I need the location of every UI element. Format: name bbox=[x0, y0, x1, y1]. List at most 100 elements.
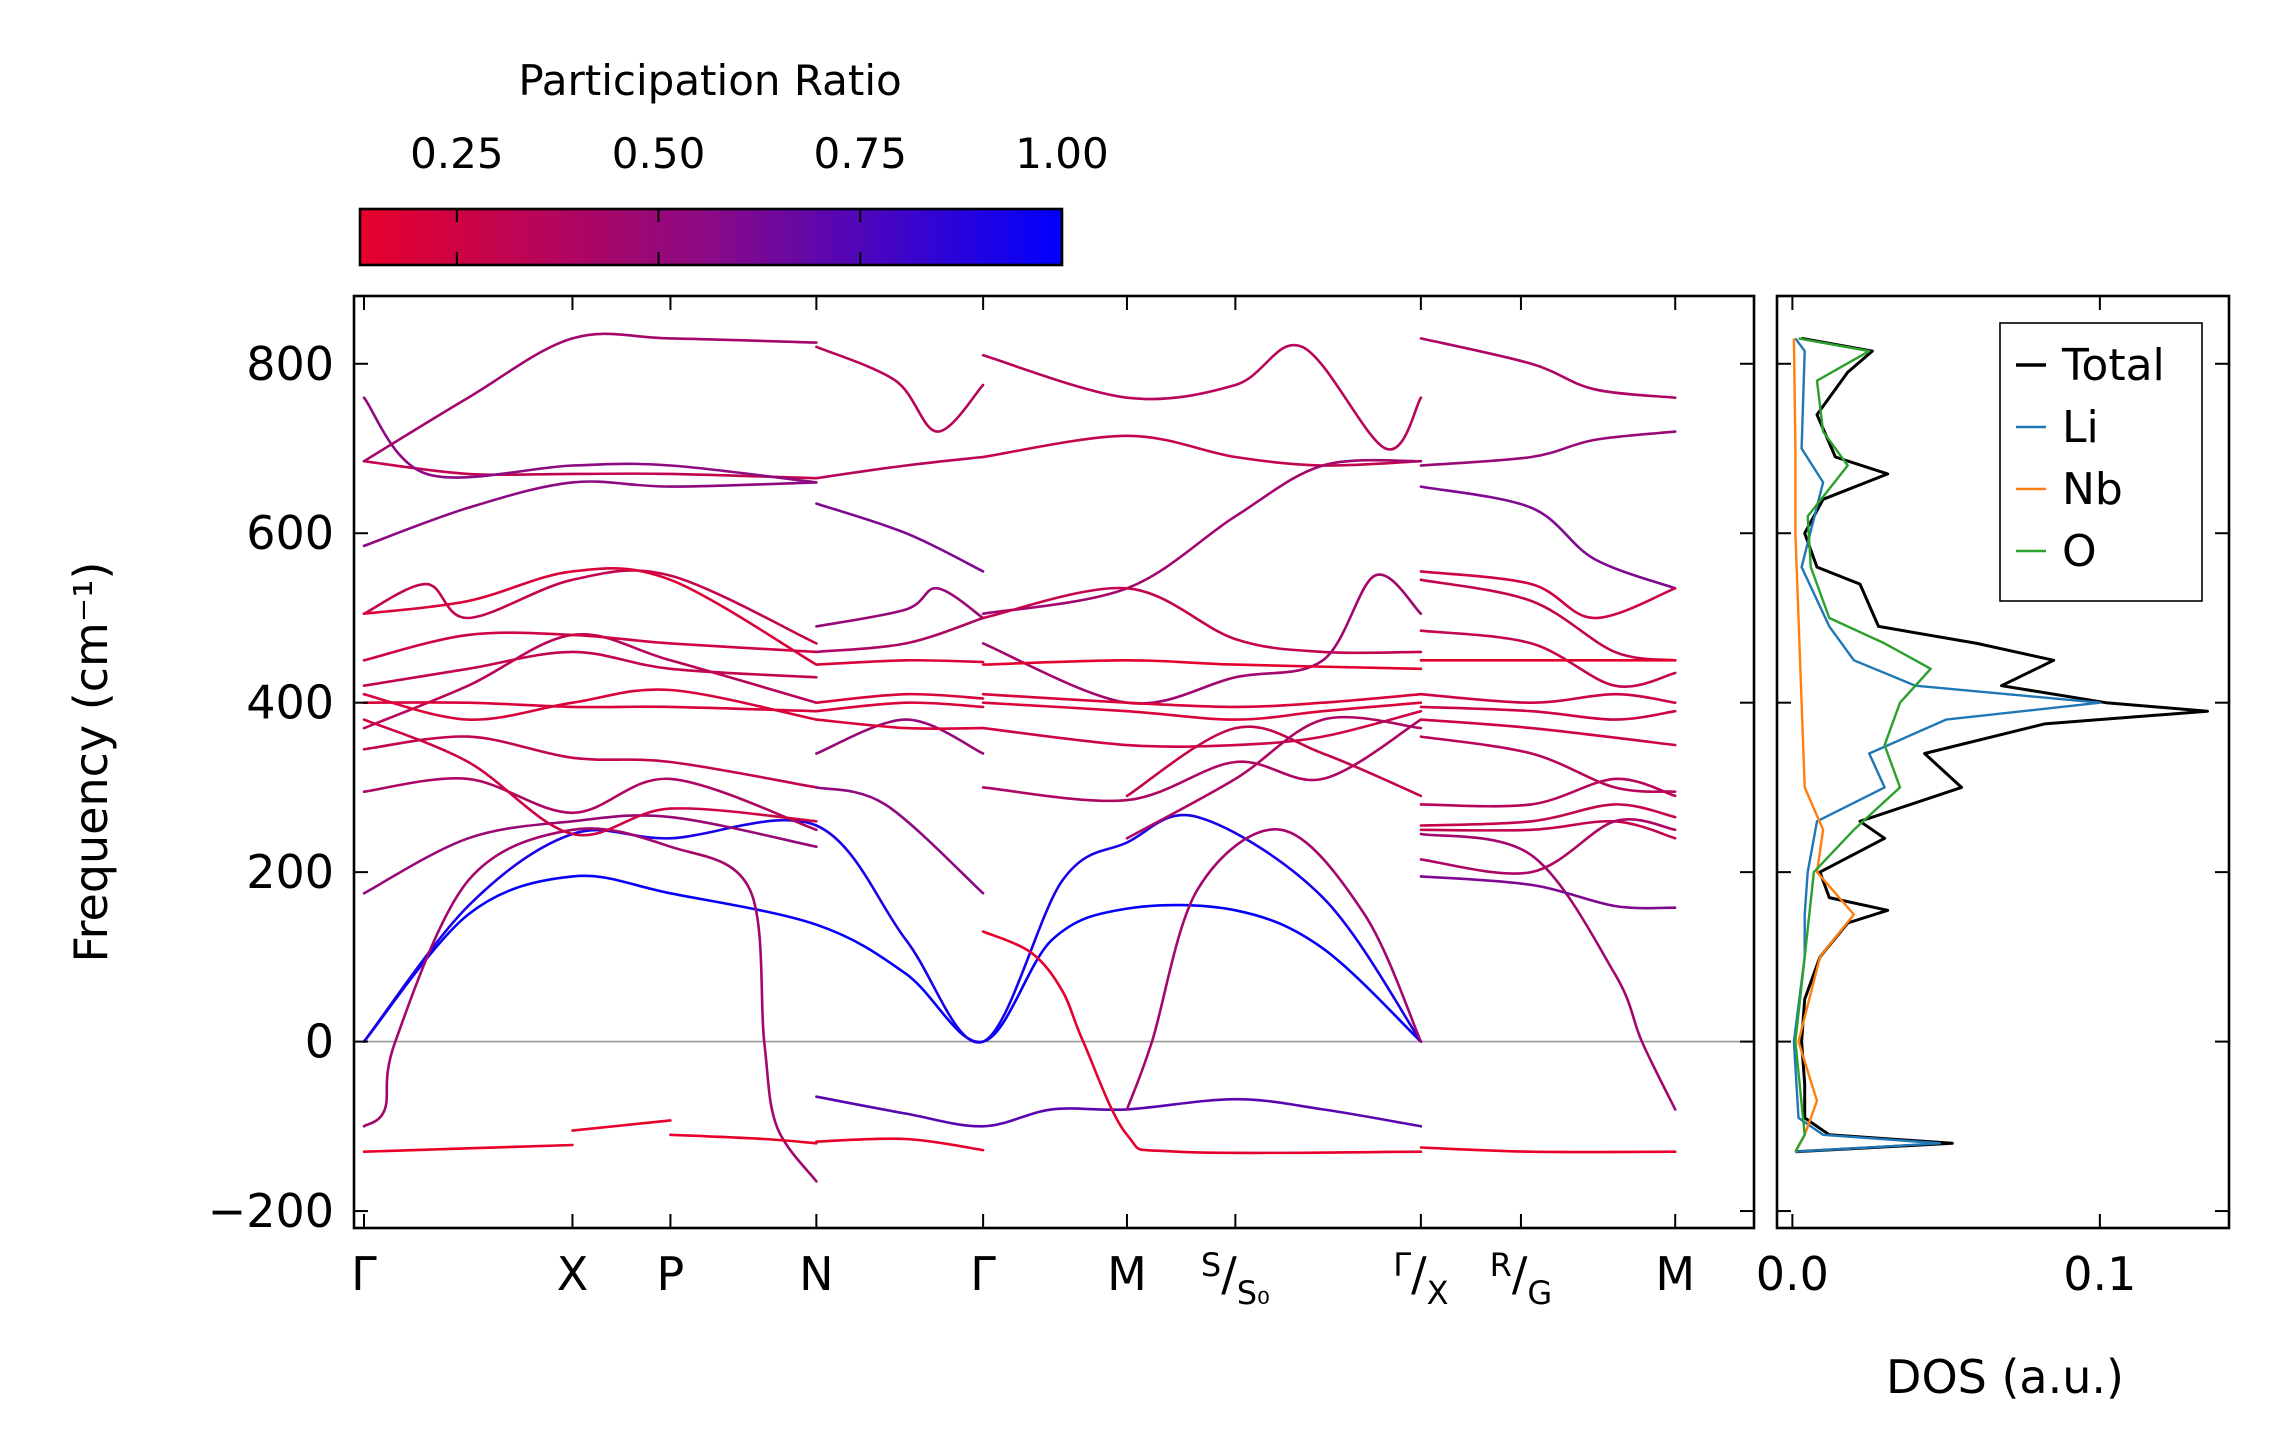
y-tick-label: 400 bbox=[246, 676, 334, 730]
dos-series-nb bbox=[1792, 338, 1856, 1153]
band-band-gm-9 bbox=[981, 709, 1423, 749]
band-acoustic-2 bbox=[362, 813, 1423, 1044]
y-tick-label: 800 bbox=[246, 337, 334, 391]
band-band-gn-3 bbox=[815, 616, 985, 654]
band-band-mid-9 bbox=[362, 631, 818, 662]
dos-curves bbox=[1792, 336, 2209, 1154]
band-band-hi-1 bbox=[362, 480, 818, 548]
band-band-mid-10 bbox=[362, 569, 818, 645]
band-band-gn-1 bbox=[815, 718, 985, 755]
band-band-xm-5 bbox=[1419, 578, 1677, 662]
band-band-gn-2 bbox=[815, 786, 985, 895]
band-band-hi-2 bbox=[362, 459, 818, 480]
colorbar-tick-label: 0.75 bbox=[814, 129, 908, 178]
y-tick-label: 200 bbox=[246, 845, 334, 899]
band-band-mid-5 bbox=[362, 718, 818, 837]
band-band-gm-2 bbox=[981, 434, 1423, 467]
band-band-gn-8 bbox=[815, 692, 985, 704]
x-tick-label: X bbox=[557, 1247, 589, 1301]
band-axes-ticks: 800 600 400 200 0 −200 Γ X P N Γ M S/S₀ Γ/X R/G M bbox=[208, 296, 1754, 1312]
band-band-xm-15 bbox=[1419, 875, 1677, 910]
band-band-hi-4 bbox=[362, 332, 818, 463]
x-tick-label: M bbox=[1107, 1247, 1147, 1301]
band-band-gn-6 bbox=[815, 455, 985, 480]
colorbar-tick-label: 0.50 bbox=[612, 129, 706, 178]
band-band-xm-10 bbox=[1419, 718, 1677, 747]
band-band-hi-3 bbox=[362, 396, 818, 484]
band-band-xm-14 bbox=[1419, 819, 1677, 840]
band-rattler bbox=[981, 930, 1423, 1155]
band-band-gn-5 bbox=[815, 502, 985, 573]
colorbar-title: Participation Ratio bbox=[518, 56, 901, 105]
colorbar-tick-label: 1.00 bbox=[1015, 129, 1109, 178]
band-band-gm-6 bbox=[981, 659, 1423, 671]
band-band-xm-3 bbox=[1419, 485, 1677, 590]
colorbar: Participation Ratio 0.25 0.50 0.75 1.00 bbox=[358, 56, 1109, 267]
band-band-xm-1 bbox=[1419, 337, 1677, 399]
band-band-xm-4 bbox=[1419, 570, 1677, 620]
legend-label-total: Total bbox=[2061, 340, 2165, 391]
band-structure-panel: 800 600 400 200 0 −200 Γ X P N Γ M S/S₀ Γ/X R/G M Frequ… bbox=[64, 294, 1756, 1312]
band-band-gm-7 bbox=[981, 692, 1423, 709]
band-band-xm-8 bbox=[1419, 692, 1677, 704]
y-tick-label: 600 bbox=[246, 506, 334, 560]
band-band-gm-3 bbox=[981, 458, 1423, 615]
x-tick-label: R/G bbox=[1490, 1246, 1553, 1312]
x-tick-label: Γ/X bbox=[1393, 1246, 1448, 1312]
y-tick-label: −200 bbox=[208, 1184, 334, 1238]
legend-label-o: O bbox=[2062, 526, 2097, 577]
band-band-xm-12 bbox=[1419, 777, 1677, 808]
legend-frame bbox=[1999, 322, 2203, 602]
colorbar-ticks: 0.25 0.50 0.75 1.00 bbox=[410, 129, 1109, 265]
band-unstable-9 bbox=[1125, 828, 1423, 1111]
band-band-gn-10 bbox=[815, 718, 985, 731]
band-band-mid-7 bbox=[362, 688, 818, 721]
band-unstable-1 bbox=[362, 827, 818, 1183]
band-band-gn-4 bbox=[815, 586, 985, 628]
band-band-xm-2 bbox=[1419, 430, 1677, 467]
colorbar-gradient bbox=[358, 207, 1064, 267]
band-band-gm-11 bbox=[1125, 725, 1423, 798]
band-unstable-5 bbox=[669, 1133, 818, 1145]
legend-label-nb: Nb bbox=[2062, 464, 2123, 515]
band-band-gm-12 bbox=[1125, 715, 1423, 840]
band-band-xm-9 bbox=[1419, 705, 1677, 721]
phonon-bands bbox=[362, 332, 1677, 1183]
band-band-gm-4 bbox=[981, 586, 1423, 655]
dos-panel: 0.0 0.1 DOS (a.u.) Total Li Nb O bbox=[1756, 294, 2231, 1404]
band-unstable-8 bbox=[1419, 1146, 1677, 1154]
dos-series-li bbox=[1792, 337, 2102, 1153]
x-tick-label: Γ bbox=[970, 1247, 996, 1301]
band-band-gm-5 bbox=[981, 573, 1423, 705]
dos-legend: Total Li Nb O bbox=[1999, 322, 2203, 602]
dos-x-tick-label: 0.0 bbox=[1756, 1247, 1829, 1301]
dos-x-axis-label: DOS (a.u.) bbox=[1886, 1350, 2124, 1404]
x-tick-label: N bbox=[799, 1247, 833, 1301]
band-band-gn-7 bbox=[815, 345, 985, 433]
band-unstable-2 bbox=[815, 1095, 1423, 1128]
legend-label-li: Li bbox=[2062, 402, 2099, 453]
band-band-mid-1 bbox=[362, 814, 818, 895]
colorbar-tick-label: 0.25 bbox=[410, 129, 504, 178]
dos-x-tick-label: 0.1 bbox=[2063, 1247, 2136, 1301]
band-unstable-10 bbox=[1419, 832, 1677, 1111]
dos-series-o bbox=[1794, 337, 1932, 1153]
band-band-xm-16 bbox=[1419, 818, 1677, 875]
dos-axes-frame bbox=[1775, 294, 2231, 1230]
dos-axes-ticks: 0.0 0.1 bbox=[1756, 296, 2229, 1301]
band-band-gm-8 bbox=[981, 701, 1423, 721]
band-band-gn-11 bbox=[815, 658, 985, 666]
band-unstable-6 bbox=[815, 1137, 985, 1152]
y-axis-label: Frequency (cm⁻¹) bbox=[64, 562, 118, 963]
band-band-mid-3 bbox=[362, 735, 818, 789]
y-tick-label: 0 bbox=[305, 1015, 334, 1069]
band-band-mid-11 bbox=[362, 567, 818, 666]
band-unstable-3 bbox=[362, 1143, 574, 1153]
x-tick-label: P bbox=[657, 1247, 685, 1301]
band-acoustic-1 bbox=[362, 874, 1423, 1044]
band-band-mid-6 bbox=[362, 701, 818, 713]
band-band-gn-9 bbox=[815, 701, 985, 713]
band-axes-frame bbox=[352, 294, 1756, 1230]
band-band-gm-10 bbox=[981, 718, 1423, 803]
